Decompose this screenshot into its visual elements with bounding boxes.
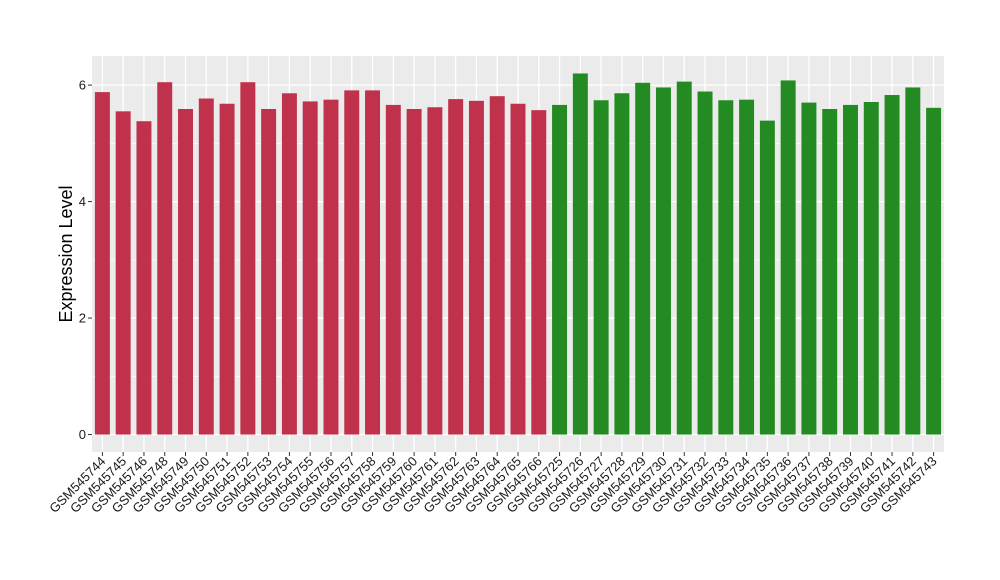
bar bbox=[406, 108, 422, 435]
bar bbox=[572, 73, 588, 435]
bar bbox=[510, 103, 526, 435]
y-axis: 0 2 4 6 bbox=[79, 78, 92, 442]
bar bbox=[593, 100, 609, 435]
bar bbox=[115, 111, 131, 435]
bar bbox=[655, 87, 671, 435]
bar bbox=[697, 91, 713, 435]
bar bbox=[136, 121, 152, 435]
bar bbox=[448, 99, 464, 435]
bars bbox=[94, 73, 942, 435]
bar bbox=[468, 100, 484, 435]
bar bbox=[843, 104, 858, 435]
y-axis-title: Expression Level bbox=[56, 185, 76, 322]
bar bbox=[157, 82, 173, 435]
bar bbox=[385, 104, 401, 435]
y-tick-label: 6 bbox=[79, 78, 86, 93]
bar bbox=[635, 82, 651, 435]
bar bbox=[323, 99, 339, 435]
bar bbox=[739, 99, 755, 435]
bar bbox=[676, 81, 692, 435]
bar bbox=[552, 104, 568, 435]
bar bbox=[759, 120, 775, 435]
bar bbox=[531, 110, 547, 435]
bar bbox=[780, 80, 796, 435]
bar bbox=[822, 108, 838, 435]
bar bbox=[801, 102, 817, 435]
y-tick-label: 0 bbox=[79, 427, 86, 442]
bar bbox=[926, 107, 942, 435]
bar bbox=[240, 82, 256, 435]
bar bbox=[94, 92, 110, 435]
bar bbox=[489, 96, 505, 435]
bar bbox=[281, 93, 297, 435]
bar bbox=[427, 107, 443, 435]
bar bbox=[863, 102, 879, 435]
bar bbox=[718, 100, 734, 435]
x-axis: GSM545744GSM545745GSM545746GSM545748GSM5… bbox=[46, 452, 940, 516]
y-tick-label: 2 bbox=[79, 311, 86, 326]
bar bbox=[261, 108, 277, 435]
bar bbox=[884, 95, 900, 435]
bar bbox=[905, 87, 921, 435]
bar bbox=[614, 93, 630, 435]
y-tick-label: 4 bbox=[79, 194, 86, 209]
bar bbox=[198, 98, 214, 435]
bar bbox=[365, 90, 381, 435]
bar bbox=[344, 90, 360, 435]
bar bbox=[302, 101, 318, 435]
bar bbox=[219, 103, 235, 435]
bar bbox=[178, 108, 193, 435]
